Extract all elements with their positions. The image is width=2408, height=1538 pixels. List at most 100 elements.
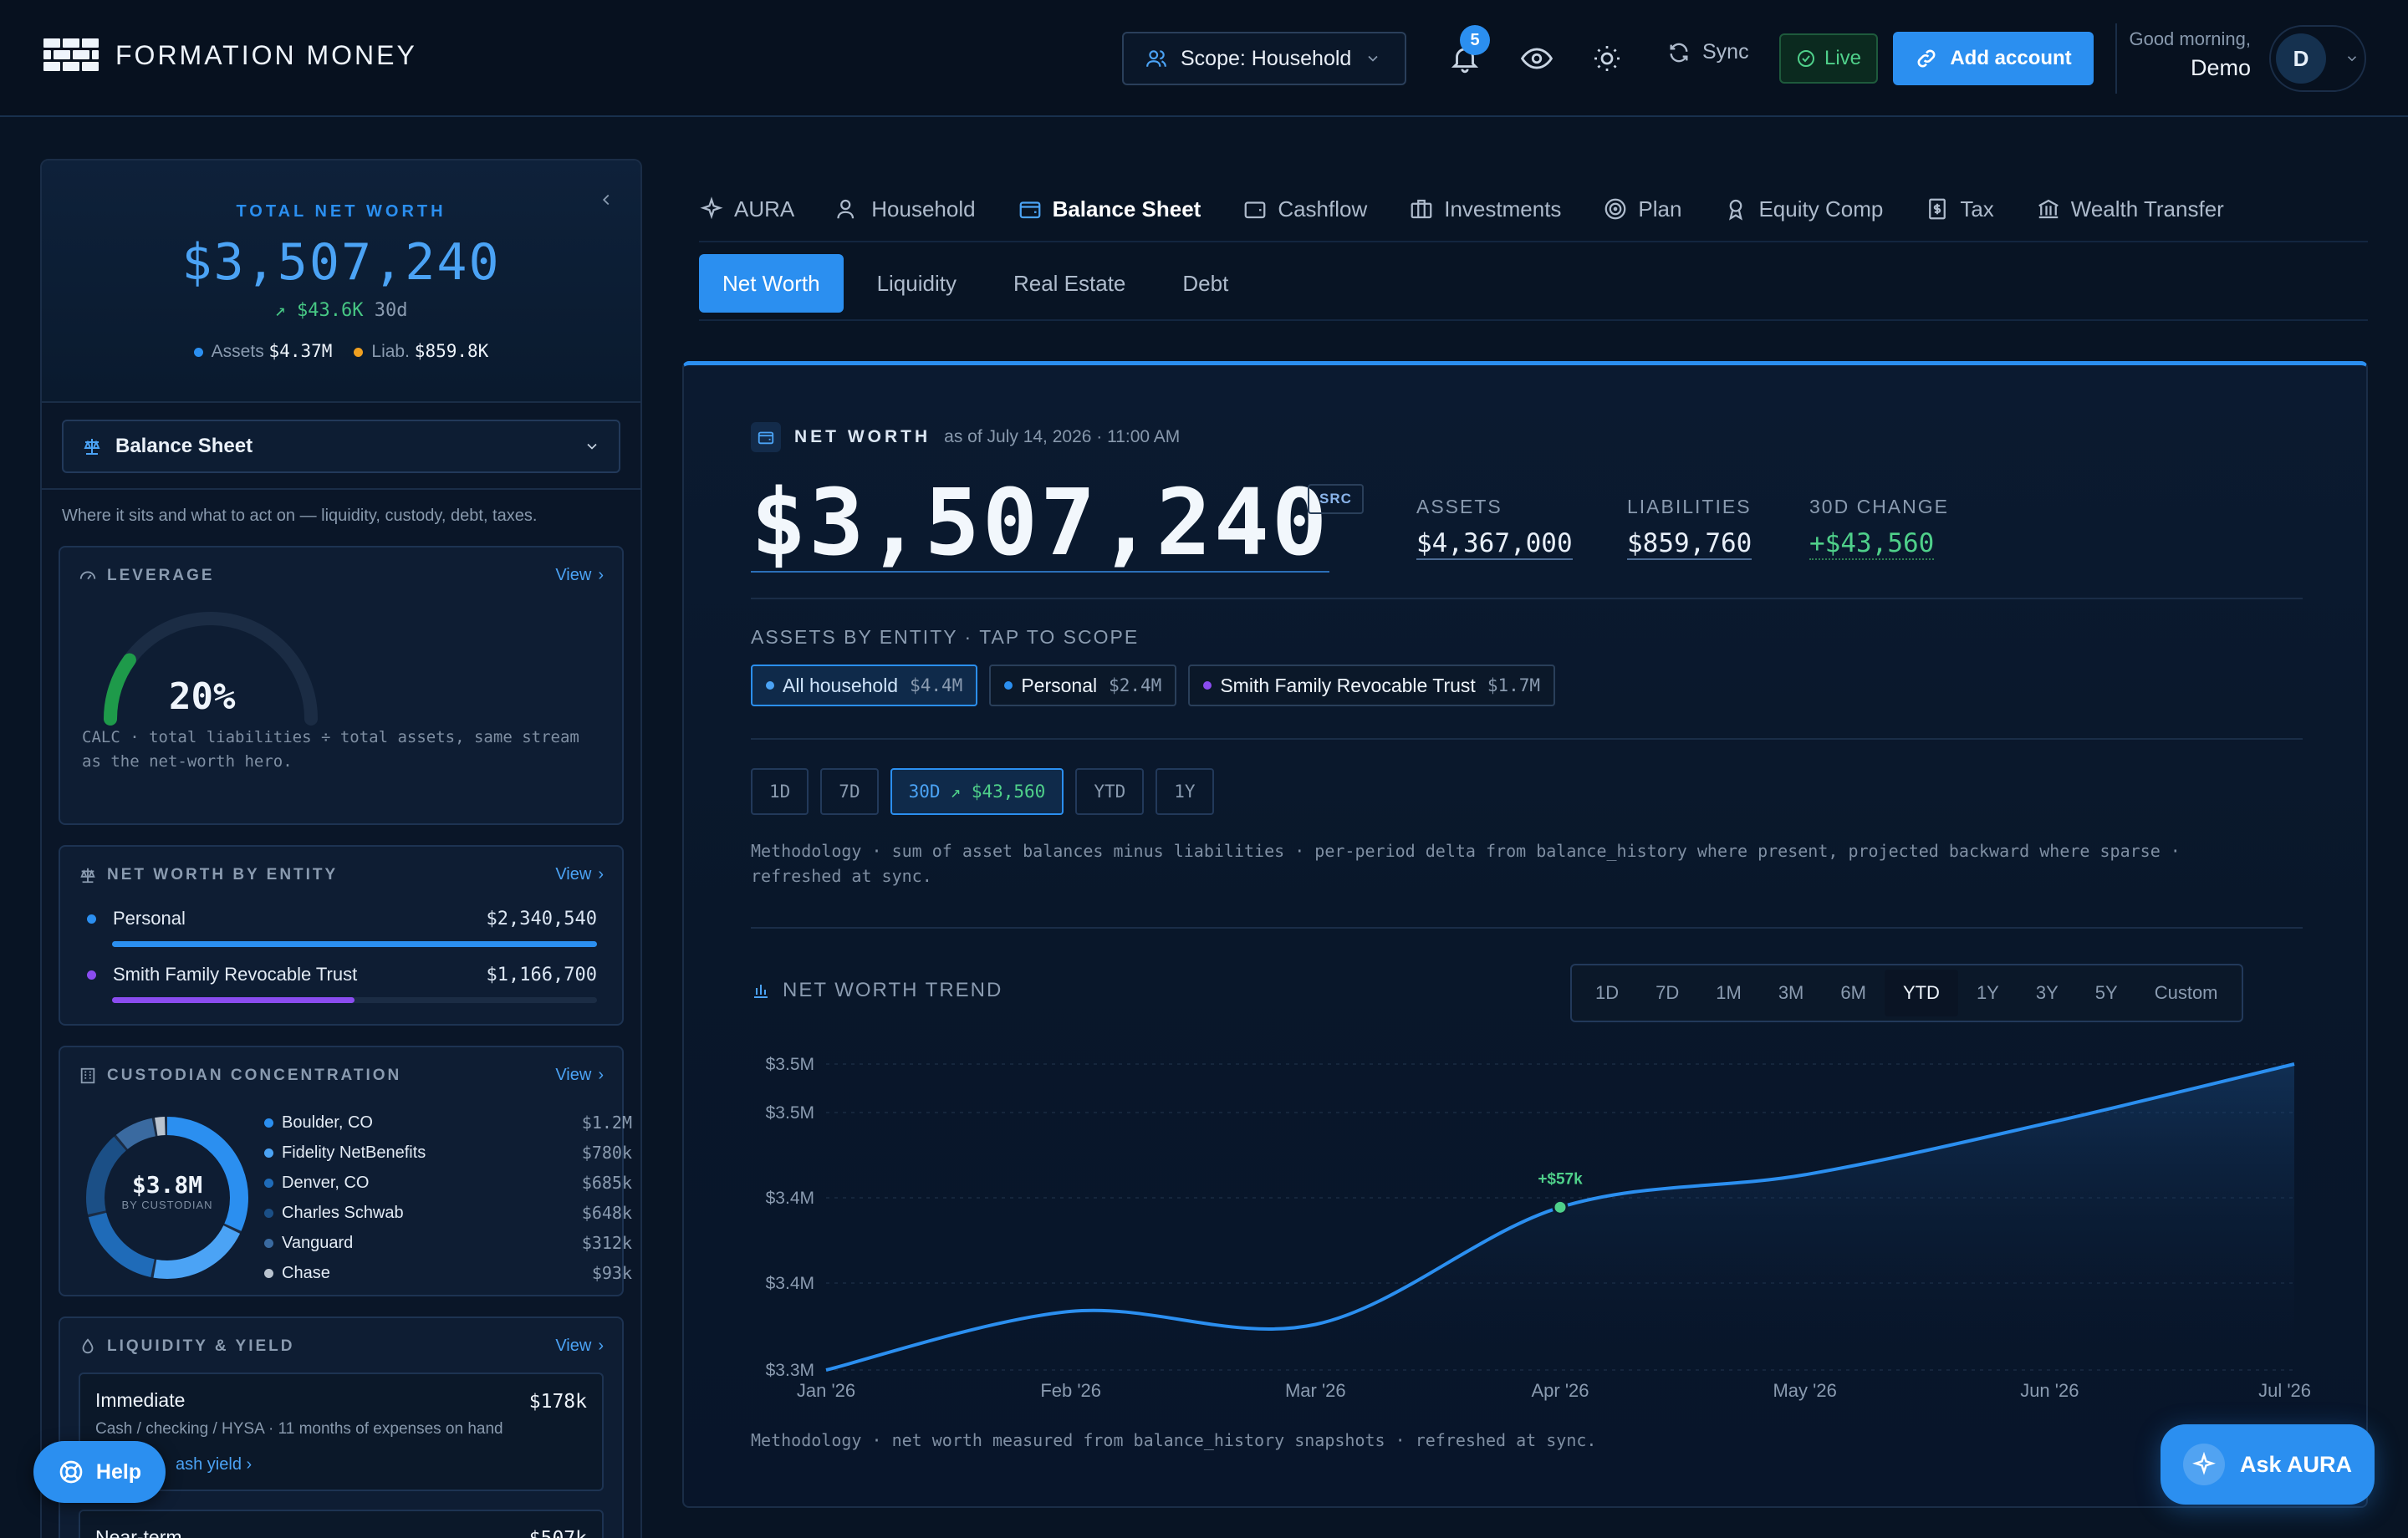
entity-row-top: Personal $2,340,540 (85, 908, 597, 929)
sidebar-view-select[interactable]: Balance Sheet (62, 420, 620, 473)
liquidity-item-near-term[interactable]: Near-term $507k (79, 1510, 604, 1538)
sync-button[interactable]: Sync (1667, 40, 1749, 64)
donut-slice (86, 1117, 248, 1279)
chip-value: $2.4M (1109, 675, 1162, 695)
range-custom[interactable]: Custom (2154, 982, 2218, 1003)
stat-value[interactable]: +$43,560 (1809, 528, 1935, 560)
subtab-real-estate[interactable]: Real Estate (1013, 270, 1126, 296)
tab-wealth-transfer[interactable]: Wealth Transfer (2036, 196, 2246, 222)
range-ytd[interactable]: YTD (1884, 970, 1958, 1016)
chip-name: Personal (1021, 674, 1098, 696)
entity-chip[interactable]: Personal $2.4M (989, 665, 1177, 706)
custodian-row[interactable]: Charles Schwab $648k (264, 1198, 640, 1228)
period-1y[interactable]: 1Y (1156, 768, 1214, 815)
collapse-sidebar-icon[interactable] (597, 191, 615, 209)
sun-icon (1594, 46, 1620, 71)
help-button[interactable]: Help (33, 1441, 166, 1503)
net-worth-panel: NET WORTH as of July 14, 2026 · 11:00 AM… (682, 361, 2368, 1508)
tab-label: Equity Comp (1758, 196, 1884, 222)
custodian-row[interactable]: Denver, CO $685k (264, 1168, 640, 1198)
ask-aura-button[interactable]: Ask AURA (2161, 1424, 2375, 1505)
custodian-view-link[interactable]: View › (555, 1066, 604, 1085)
tab-tax[interactable]: Tax (1925, 196, 2015, 222)
theme-toggle-button[interactable] (1580, 32, 1634, 85)
custodian-title: CUSTODIAN CONCENTRATION (107, 1066, 402, 1084)
subtab-liquidity[interactable]: Liquidity (876, 270, 957, 296)
tab-cashflow[interactable]: Cashflow (1242, 196, 1389, 222)
custodian-name: Chase (282, 1263, 330, 1282)
period-30d[interactable]: 30D ↗ $43,560 (890, 768, 1064, 815)
liquidity-view-link[interactable]: View › (555, 1337, 604, 1356)
tab-plan[interactable]: Plan (1603, 196, 1703, 222)
notifications-button[interactable]: 5 (1438, 25, 1492, 85)
total-net-worth-label: TOTAL NET WORTH (236, 202, 446, 221)
liquidity-item-immediate[interactable]: Immediate $178k Cash / checking / HYSA ·… (79, 1372, 604, 1491)
chevron-right-icon: › (598, 566, 604, 584)
range-6m[interactable]: 6M (1840, 982, 1866, 1003)
brand-logo[interactable]: FORMATION MONEY (43, 38, 417, 72)
sidebar-description: Where it sits and what to act on — liqui… (62, 507, 538, 525)
subtab-net-worth[interactable]: Net Worth (699, 254, 844, 313)
range-1y[interactable]: 1Y (1976, 982, 1999, 1003)
tab-label: Balance Sheet (1052, 196, 1201, 222)
custodian-row[interactable]: Boulder, CO $1.2M (264, 1108, 640, 1138)
wealth-transfer-icon (2038, 199, 2059, 219)
tab-aura[interactable]: AURA (699, 196, 816, 222)
range-7d[interactable]: 7D (1656, 982, 1680, 1003)
chevron-down-icon (587, 443, 597, 450)
custodian-name: Boulder, CO (282, 1113, 373, 1132)
tab-investments[interactable]: Investments (1409, 196, 1583, 222)
eye-icon (1521, 48, 1553, 69)
range-3y[interactable]: 3Y (2035, 982, 2059, 1003)
trend-title: NET WORTH TREND (751, 979, 1002, 1002)
entity-chip[interactable]: Smith Family Revocable Trust $1.7M (1188, 665, 1556, 706)
x-tick-label: Jan '26 (797, 1380, 855, 1401)
link-icon (1917, 49, 1936, 68)
period-ytd[interactable]: YTD (1075, 768, 1145, 815)
stat-value[interactable]: $4,367,000 (1416, 528, 1573, 560)
range-5y[interactable]: 5Y (2094, 982, 2118, 1003)
range-1m[interactable]: 1M (1716, 982, 1742, 1003)
annotation-marker[interactable] (1552, 1199, 1569, 1215)
trend-up-icon: ↗ (274, 300, 297, 321)
chevron-right-icon: › (598, 1337, 604, 1355)
privacy-toggle-button[interactable] (1510, 32, 1564, 85)
stat-label: LIABILITIES (1627, 496, 1752, 517)
sub-nav-tabs: Net Worth Liquidity Real Estate Debt (699, 247, 2368, 321)
leverage-gauge: 20% (60, 585, 622, 726)
tab-balance-sheet[interactable]: Balance Sheet (1018, 196, 1223, 222)
help-label: Help (95, 1459, 142, 1484)
range-1d[interactable]: 1D (1595, 982, 1620, 1003)
entity-row[interactable]: Personal $2,340,540 (60, 908, 622, 947)
tab-equity-comp[interactable]: Equity Comp (1723, 196, 1905, 222)
entity-chip[interactable]: All household $4.4M (751, 665, 978, 706)
trend-title-label: NET WORTH TREND (783, 979, 1003, 1001)
period-7d[interactable]: 7D (820, 768, 879, 815)
period-1d[interactable]: 1D (751, 768, 809, 815)
scope-selector[interactable]: Scope: Household (1122, 32, 1406, 85)
source-button[interactable]: SRC (1308, 484, 1364, 514)
notifications-badge: 5 (1460, 25, 1490, 55)
custodian-row[interactable]: Chase $93k (264, 1258, 640, 1288)
investments-icon (1411, 199, 1432, 219)
liquidity-card: LIQUIDITY & YIELD View › Immediate $178k … (59, 1316, 624, 1538)
stat-value[interactable]: $859,760 (1627, 528, 1752, 560)
custodian-value: $648k (581, 1203, 632, 1223)
subtab-debt[interactable]: Debt (1182, 270, 1229, 296)
range-3m[interactable]: 3M (1778, 982, 1804, 1003)
sync-label: Sync (1702, 40, 1749, 64)
custodian-row[interactable]: Fidelity NetBenefits $780k (264, 1138, 640, 1168)
add-account-button[interactable]: Add account (1893, 32, 2094, 85)
view-link-label: View (555, 865, 592, 884)
entity-view-link[interactable]: View › (555, 865, 604, 884)
divider (751, 738, 2303, 740)
tab-household[interactable]: Household (836, 196, 997, 222)
cash-yield-link[interactable]: ash yield › (95, 1455, 587, 1474)
net-worth-delta: ↗ $43.6K 30d (42, 300, 640, 321)
entity-row[interactable]: Smith Family Revocable Trust $1,166,700 (60, 964, 622, 1003)
leverage-view-link[interactable]: View › (555, 566, 604, 585)
custodian-row[interactable]: Vanguard $312k (264, 1228, 640, 1258)
user-menu[interactable]: D (2269, 25, 2366, 92)
liab-dot (354, 347, 364, 357)
droplet-icon (82, 1337, 94, 1353)
